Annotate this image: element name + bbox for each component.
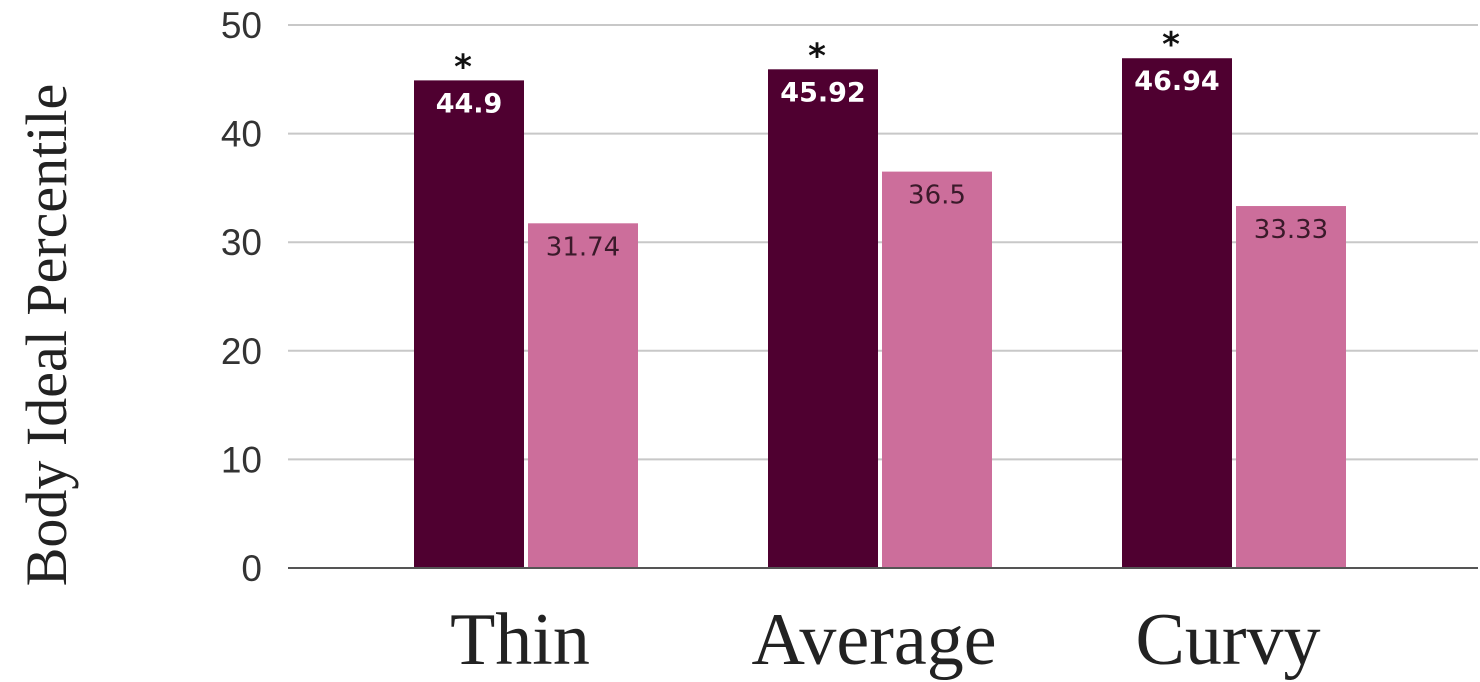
y-tick-label: 10 (221, 439, 262, 480)
data-label: 46.94 (1134, 66, 1219, 97)
bar-series2-thin (528, 223, 638, 569)
significance-asterisk: * (454, 47, 472, 87)
bar-series1-average (768, 69, 878, 568)
significance-markers: * * * (454, 25, 1180, 87)
x-tick-label: Thin (450, 599, 590, 681)
y-axis-label: Body Ideal Percentile (14, 84, 79, 587)
bar-series1-curvy (1122, 58, 1232, 569)
data-label: 31.74 (546, 232, 620, 262)
y-tick-label: 0 (241, 548, 262, 589)
data-label: 36.5 (908, 181, 966, 211)
bar-series1-thin (414, 80, 524, 569)
bar-series2-average (882, 171, 992, 569)
data-labels: 44.9 31.74 45.92 36.5 46.94 33.33 (436, 66, 1329, 262)
y-tick-label: 40 (221, 114, 262, 155)
y-tick-label: 30 (221, 222, 262, 263)
y-tick-label: 20 (221, 331, 262, 372)
significance-asterisk: * (808, 36, 826, 76)
x-tick-labels: Thin Average Curvy (450, 599, 1320, 681)
y-tick-label: 50 (221, 5, 262, 46)
bars (414, 58, 1346, 569)
x-tick-label: Curvy (1136, 599, 1321, 681)
data-label: 33.33 (1254, 215, 1328, 245)
y-tick-labels: 0 10 20 30 40 50 (221, 5, 262, 589)
data-label: 44.9 (436, 88, 503, 119)
data-label: 45.92 (780, 77, 865, 108)
bar-series2-curvy (1236, 206, 1346, 568)
x-tick-label: Average (751, 599, 996, 681)
significance-asterisk: * (1162, 25, 1180, 65)
